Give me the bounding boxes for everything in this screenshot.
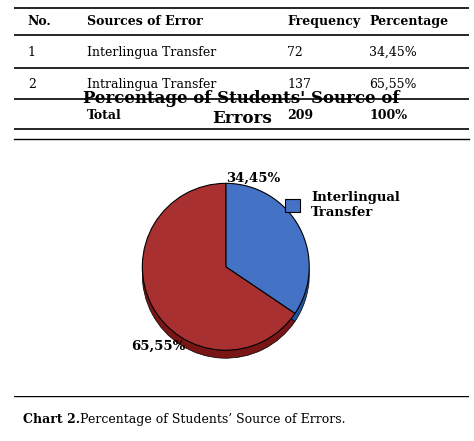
Wedge shape: [226, 183, 309, 314]
Text: Percentage of Students' Source of
Errors: Percentage of Students' Source of Errors: [83, 90, 400, 127]
Text: 100%: 100%: [369, 109, 407, 122]
Text: 72: 72: [287, 46, 303, 59]
Text: 65,55%: 65,55%: [131, 340, 185, 353]
Text: 65,55%: 65,55%: [369, 78, 417, 90]
Wedge shape: [226, 191, 309, 321]
Text: 34,45%: 34,45%: [369, 46, 417, 59]
Text: 1: 1: [28, 46, 36, 59]
Legend: Interlingual
Transfer: Interlingual Transfer: [279, 186, 405, 224]
Text: Interlingua Transfer: Interlingua Transfer: [87, 46, 216, 59]
Text: No.: No.: [28, 15, 52, 28]
Text: 209: 209: [287, 109, 313, 122]
Text: Percentage of Students’ Source of Errors.: Percentage of Students’ Source of Errors…: [76, 413, 345, 426]
Text: Total: Total: [87, 109, 122, 122]
Text: Intralingua Transfer: Intralingua Transfer: [87, 78, 217, 90]
Text: 34,45%: 34,45%: [226, 172, 280, 185]
Text: 2: 2: [28, 78, 36, 90]
Text: Percentage: Percentage: [369, 15, 448, 28]
Wedge shape: [142, 183, 295, 350]
Text: Frequency: Frequency: [287, 15, 360, 28]
Wedge shape: [142, 191, 295, 358]
Text: 137: 137: [287, 78, 311, 90]
Text: Sources of Error: Sources of Error: [87, 15, 203, 28]
Text: Chart 2.: Chart 2.: [23, 413, 81, 426]
Ellipse shape: [142, 254, 309, 312]
